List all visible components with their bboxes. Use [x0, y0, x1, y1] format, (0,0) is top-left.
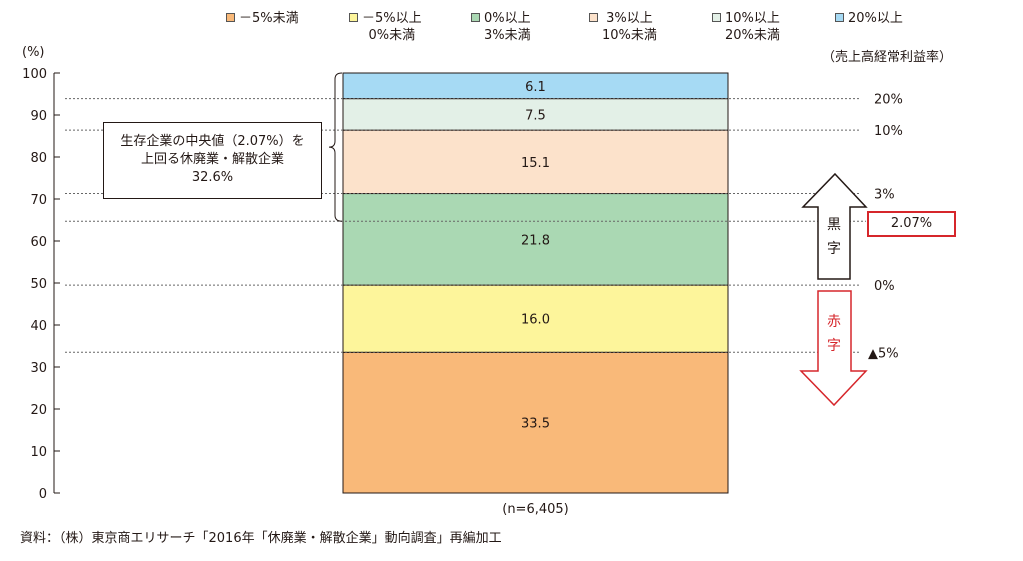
data-label: 6.1: [525, 80, 546, 95]
reference-label: 10%: [874, 124, 903, 139]
up-arrow: [801, 172, 868, 280]
y-tick-label: 90: [30, 109, 47, 124]
y-tick-label: 70: [30, 193, 47, 208]
callout-line-3: 32.6%: [191, 170, 234, 185]
reference-label: ▲5%: [868, 346, 899, 361]
reference-label: 3%: [874, 188, 895, 203]
legend-swatch: [835, 13, 844, 22]
legend-swatch: [589, 13, 598, 22]
bar-segment: [342, 72, 729, 100]
legend-swatch: [712, 13, 721, 22]
y-tick-label: 100: [22, 67, 47, 82]
bar-segment: [342, 351, 729, 494]
x-category-label: (n=6,405): [502, 502, 569, 517]
y-axis: 0 10 20 30 40 50 60 70 80 90 100: [22, 67, 60, 502]
data-label: 33.5: [521, 417, 550, 432]
callout-line-1: 生存企業の中央値（2.07%）を: [120, 134, 305, 149]
bar-segments: 33.5 16.0 21.8 15.1 7.5 6.1 (n=6,405): [342, 72, 729, 517]
down-arrow: [799, 290, 868, 407]
y-tick-label: 50: [30, 277, 47, 292]
legend-label: －5%未満: [239, 11, 299, 26]
y-tick-label: 20: [30, 403, 47, 418]
y-tick-label: 80: [30, 151, 47, 166]
source-note: 資料：（株）東京商エリサーチ「2016年「休廃業・解散企業」動向調査」再編加工: [20, 531, 502, 546]
y-tick-label: 0: [39, 487, 47, 502]
data-label: 16.0: [521, 313, 550, 328]
data-label: 21.8: [521, 233, 550, 248]
callout-line-2: 上回る休廃業・解散企業: [140, 152, 284, 167]
bar-segment: [342, 284, 729, 353]
down-arrow-text: 字: [827, 338, 841, 354]
bar-segment: [342, 98, 729, 131]
y-tick-label: 60: [30, 235, 47, 250]
data-label: 7.5: [525, 108, 546, 123]
median-callout-box: 生存企業の中央値（2.07%）を 上回る休廃業・解散企業 32.6%: [103, 122, 322, 199]
y-axis-unit-label: (%): [22, 45, 45, 60]
data-label: 15.1: [521, 156, 550, 171]
callout-brace: [328, 72, 343, 222]
legend-label: 10%以上 20%未満: [725, 11, 780, 43]
y-tick-label: 30: [30, 361, 47, 376]
legend-label: 3%以上 10%未満: [602, 11, 657, 43]
y-tick-label: 10: [30, 445, 47, 460]
legend-label: 0%以上 3%未満: [484, 11, 531, 43]
y-tick-label: 40: [30, 319, 47, 334]
legend-label: －5%以上 0%未満: [362, 11, 422, 43]
reference-label: 0%: [874, 279, 895, 294]
up-arrow-text: 黒: [827, 217, 841, 233]
down-arrow-text: 赤: [827, 314, 841, 330]
legend-label: 20%以上: [848, 11, 903, 26]
legend-swatch: [226, 13, 235, 22]
right-axis-title: （売上高経常利益率）: [822, 50, 953, 65]
median-value-box: 2.07%: [867, 211, 956, 237]
legend-swatch: [349, 13, 358, 22]
legend-swatch: [471, 13, 480, 22]
reference-label: 20%: [874, 93, 903, 108]
up-arrow-text: 字: [827, 241, 841, 257]
legend: －5%未満 －5%以上 0%未満 0%以上 3%未満 3%以上 10%未満 10%以上 …: [0, 10, 1023, 50]
brace-shape: [328, 72, 343, 222]
